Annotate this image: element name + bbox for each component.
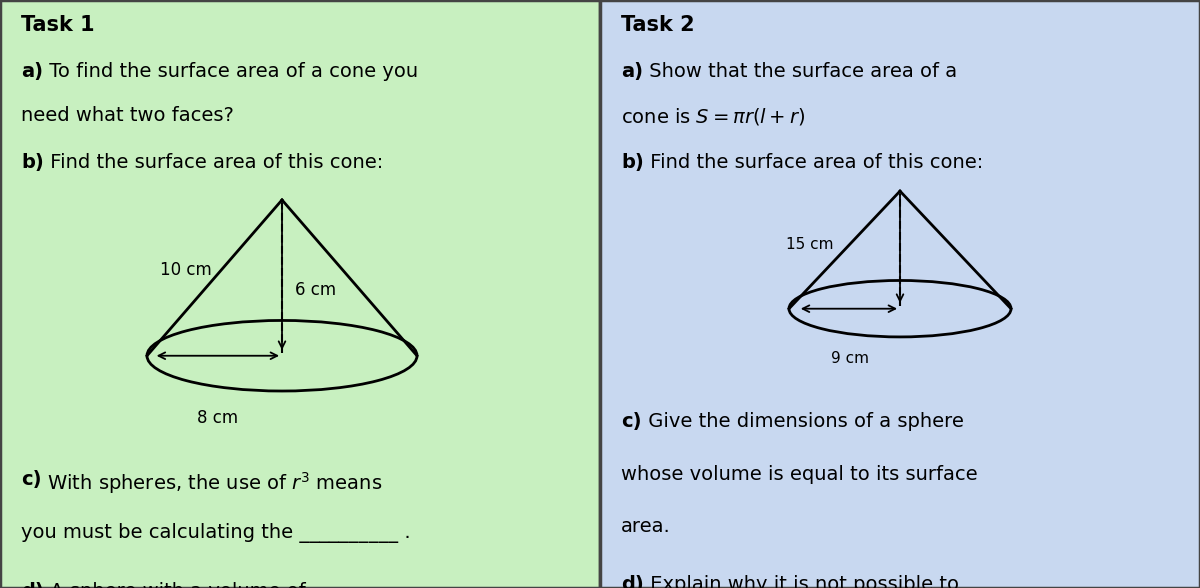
Text: Task 2: Task 2 <box>622 15 695 35</box>
Text: Task 1: Task 1 <box>22 15 95 35</box>
Text: c): c) <box>22 470 42 489</box>
Text: A sphere with a volume of: A sphere with a volume of <box>43 582 306 588</box>
Text: Give the dimensions of a sphere: Give the dimensions of a sphere <box>642 412 964 430</box>
Text: Find the surface area of this cone:: Find the surface area of this cone: <box>643 153 983 172</box>
Text: 15 cm: 15 cm <box>786 236 833 252</box>
Text: b): b) <box>622 153 643 172</box>
Text: area.: area. <box>622 517 671 536</box>
Text: a): a) <box>22 62 43 81</box>
Text: a): a) <box>622 62 643 81</box>
Text: To find the surface area of a cone you: To find the surface area of a cone you <box>43 62 418 81</box>
Text: 6 cm: 6 cm <box>295 281 336 299</box>
Text: With spheres, the use of $r^3$ means: With spheres, the use of $r^3$ means <box>42 470 383 496</box>
Text: Find the surface area of this cone:: Find the surface area of this cone: <box>43 153 383 172</box>
Text: whose volume is equal to its surface: whose volume is equal to its surface <box>622 465 978 483</box>
Text: 10 cm: 10 cm <box>160 261 211 279</box>
Text: 9 cm: 9 cm <box>832 351 869 366</box>
Text: c): c) <box>622 412 642 430</box>
Text: 8 cm: 8 cm <box>197 409 238 427</box>
Text: need what two faces?: need what two faces? <box>22 106 234 125</box>
Text: d): d) <box>622 575 643 588</box>
Text: d): d) <box>22 582 43 588</box>
Text: b): b) <box>22 153 43 172</box>
Text: Show that the surface area of a: Show that the surface area of a <box>643 62 958 81</box>
Text: cone is $S = \pi r(l + r)$: cone is $S = \pi r(l + r)$ <box>622 106 805 127</box>
Text: Explain why it is not possible to: Explain why it is not possible to <box>643 575 959 588</box>
Text: you must be calculating the __________ .: you must be calculating the __________ . <box>22 523 410 543</box>
